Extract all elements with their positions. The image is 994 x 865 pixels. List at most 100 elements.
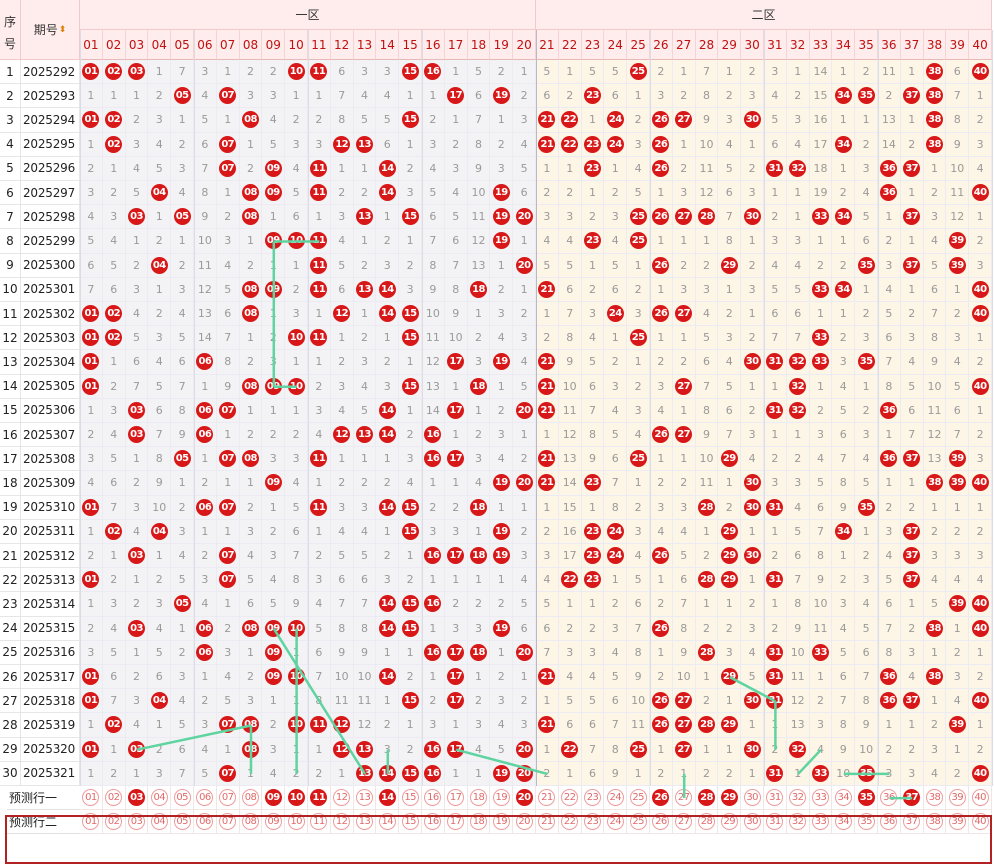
miss-count: 1 <box>976 500 984 514</box>
miss-count: 3 <box>930 210 938 224</box>
miss-count: 2 <box>634 282 642 296</box>
trend-cell: 5 <box>764 108 787 133</box>
trend-cell: 2 <box>399 156 422 181</box>
trend-cell: 4 <box>102 423 126 448</box>
trend-cell: 4 <box>764 84 787 109</box>
miss-count: 7 <box>292 549 300 563</box>
miss-count: 11 <box>425 331 440 345</box>
trend-cell: 09 <box>262 229 286 254</box>
trend-cell: 5 <box>376 108 400 133</box>
header-period[interactable]: 期号 ⬍ <box>21 0 80 60</box>
trend-cell: 3 <box>832 350 856 375</box>
trend-cell: 2 <box>695 544 719 569</box>
trend-cell: 7 <box>285 544 308 569</box>
miss-count: 1 <box>178 113 186 127</box>
trend-cell: 2 <box>376 229 400 254</box>
trend-cell: 17 <box>809 132 833 157</box>
trend-cell: 2 <box>627 374 650 399</box>
miss-count: 7 <box>702 379 710 393</box>
trend-cell: 26 <box>650 302 673 327</box>
miss-count: 3 <box>383 65 391 79</box>
trend-cell: 17 <box>444 84 468 109</box>
miss-count: 1 <box>634 89 642 103</box>
miss-count: 2 <box>110 379 118 393</box>
miss-count: 2 <box>315 379 323 393</box>
miss-count: 2 <box>520 307 528 321</box>
trend-cell: 6 <box>102 277 126 302</box>
trend-cell: 4 <box>786 253 810 278</box>
trend-cell: 2 <box>262 60 286 85</box>
number-header-22: 22 <box>558 30 582 60</box>
miss-count: 1 <box>976 403 984 417</box>
miss-count: 3 <box>292 307 300 321</box>
trend-cell: 5 <box>604 423 628 448</box>
trend-cell: 6 <box>513 181 536 206</box>
drawn-number-ball: 07 <box>219 87 237 105</box>
miss-count: 2 <box>885 234 893 248</box>
trend-cell: 5 <box>513 156 536 181</box>
miss-count: 1 <box>155 210 163 224</box>
trend-cell: 1 <box>786 60 810 85</box>
miss-count: 1 <box>543 161 551 175</box>
miss-count: 4 <box>634 428 642 442</box>
trend-cell: 4 <box>102 229 126 254</box>
trend-cell: 31 <box>764 350 787 375</box>
trend-cell: 1 <box>832 229 856 254</box>
number-header-16: 16 <box>422 30 445 60</box>
miss-count: 3 <box>360 65 368 79</box>
miss-count: 3 <box>839 355 847 369</box>
trend-cell: 2 <box>353 181 377 206</box>
trend-cell: 1 <box>718 277 742 302</box>
miss-count: 1 <box>406 89 414 103</box>
trend-cell: 38 <box>923 84 947 109</box>
trend-cell: 2 <box>672 156 696 181</box>
trend-cell: 11 <box>695 156 719 181</box>
trend-cell: 2 <box>399 423 422 448</box>
trend-cell: 03 <box>125 544 149 569</box>
trend-cell: 8 <box>581 423 605 448</box>
miss-count: 3 <box>315 403 323 417</box>
number-header-32: 32 <box>786 30 810 60</box>
trend-cell: 6 <box>764 132 787 157</box>
trend-cell: 5 <box>148 156 172 181</box>
miss-count: 2 <box>725 500 733 514</box>
trend-cell: 2 <box>308 374 331 399</box>
sort-arrows-icon[interactable]: ⬍ <box>58 24 67 35</box>
miss-count: 4 <box>497 452 505 466</box>
miss-count: 2 <box>360 258 368 272</box>
trend-cell: 1 <box>239 229 263 254</box>
miss-count: 3 <box>497 307 505 321</box>
trend-cell: 1 <box>285 253 308 278</box>
miss-count: 4 <box>338 524 346 538</box>
miss-count: 2 <box>429 113 437 127</box>
trend-cell: 1 <box>444 374 468 399</box>
trend-cell: 1 <box>969 326 992 351</box>
miss-count: 3 <box>634 524 642 538</box>
miss-count: 9 <box>588 452 596 466</box>
miss-count: 8 <box>224 355 232 369</box>
miss-count: 6 <box>953 65 961 79</box>
miss-count: 3 <box>497 428 505 442</box>
miss-count: 2 <box>292 282 300 296</box>
trend-cell: 2 <box>513 84 536 109</box>
trend-cell: 3 <box>80 447 103 472</box>
miss-count: 5 <box>360 403 368 417</box>
trend-cell: 3 <box>672 495 696 520</box>
trend-cell: 5 <box>102 447 126 472</box>
trend-cell: 14 <box>558 471 582 496</box>
drawn-number-ball: 38 <box>925 474 943 492</box>
trend-cell: 08 <box>239 181 263 206</box>
miss-count: 10 <box>471 186 486 200</box>
trend-cell: 3 <box>467 447 491 472</box>
trend-cell: 1 <box>399 229 422 254</box>
trend-cell: 14 <box>376 277 400 302</box>
drawn-number-ball: 39 <box>948 450 966 468</box>
drawn-number-ball: 14 <box>378 426 396 444</box>
miss-count: 3 <box>566 210 574 224</box>
trend-cell: 2 <box>718 84 742 109</box>
miss-count: 2 <box>383 549 391 563</box>
miss-count: 1 <box>406 137 414 151</box>
drawn-number-ball: 10 <box>287 63 305 81</box>
trend-cell: 1 <box>308 471 331 496</box>
